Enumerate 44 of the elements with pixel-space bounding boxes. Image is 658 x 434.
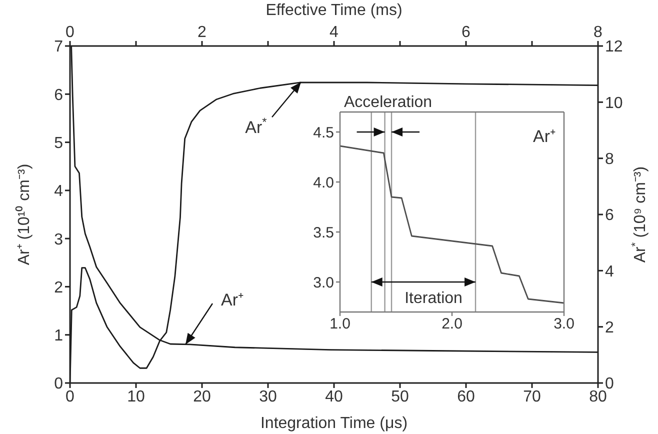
y-tick-label: 4.5 <box>313 124 334 142</box>
x2-tick-label: 2 <box>198 24 207 41</box>
x-tick-label: 40 <box>325 388 343 406</box>
x2-tick-label: 6 <box>462 24 471 41</box>
y-tick-label: 1 <box>54 328 64 345</box>
line-series <box>340 145 564 304</box>
y-tick-label: 2 <box>54 279 64 296</box>
y2-tick-label: 6 <box>605 207 614 224</box>
x-tick-label: 2.0 <box>442 316 462 333</box>
y-tick-label: 3.5 <box>313 224 334 242</box>
x-tick-label: 60 <box>457 388 475 406</box>
annotation: Ar$^{*}$ <box>245 115 268 138</box>
y-tick-label: 3.0 <box>313 274 334 292</box>
x2-tick-label: 8 <box>594 24 603 41</box>
y-tick-label: 6 <box>54 86 64 104</box>
y-tick-label: 4 <box>54 183 64 200</box>
x-tick-label: 10 <box>127 388 145 406</box>
y2-tick-label: 10 <box>605 94 623 112</box>
annotation: Ar⁺ <box>221 290 244 310</box>
y-tick-label: 4.0 <box>313 174 334 192</box>
x-tick-label: 80 <box>589 388 607 406</box>
y2-tick-label: 4 <box>605 263 614 280</box>
annotation: Iteration <box>404 290 462 307</box>
y2-tick-label: 0 <box>605 376 614 393</box>
y2-tick-label: 8 <box>605 151 614 168</box>
x-tick-label: 20 <box>193 388 211 406</box>
y2-tick-label: 2 <box>605 320 614 337</box>
x-tick-label: 30 <box>259 388 277 406</box>
x2-tick-label: 0 <box>66 24 75 41</box>
y2-tick-label: 12 <box>605 38 623 56</box>
y-tick-label: 0 <box>54 376 64 393</box>
x-tick-label: 3.0 <box>554 316 574 333</box>
x-tick-label: 50 <box>391 388 409 406</box>
y-axis-title: Ar⁺ (10¹⁰ cm⁻³) <box>15 164 33 266</box>
x2-axis-title: Effective Time (ms) <box>266 2 402 19</box>
y-tick-label: 5 <box>54 134 64 152</box>
y-tick-label: 3 <box>54 231 64 248</box>
annotation: Ar⁺ <box>533 127 556 146</box>
x-axis-title: Integration Time (μs) <box>260 415 408 432</box>
annotation: Acceleration <box>344 94 432 111</box>
x-tick-label: 0 <box>66 388 75 406</box>
x-tick-label: 70 <box>523 388 541 406</box>
y-tick-label: 7 <box>54 38 64 56</box>
x-tick-label: 1.0 <box>330 316 350 333</box>
